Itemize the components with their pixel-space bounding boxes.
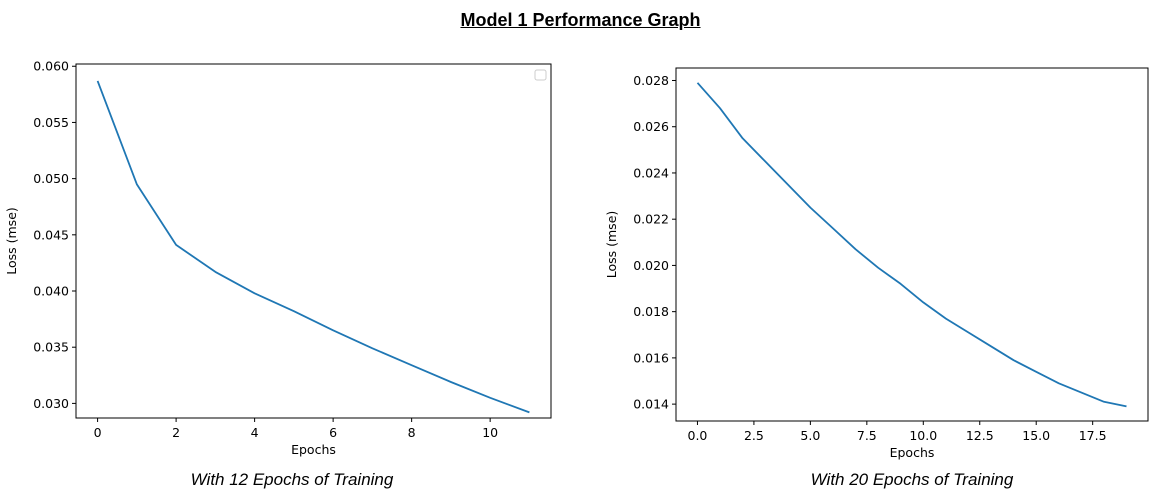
- x-tick-label: 0: [94, 425, 102, 440]
- x-tick-label: 2: [172, 425, 180, 440]
- y-tick-label: 0.022: [633, 212, 669, 227]
- x-tick-label: 8: [408, 425, 416, 440]
- y-tick-label: 0.030: [33, 396, 69, 411]
- legend-box: [534, 69, 547, 81]
- plot-frame-2: [675, 67, 1149, 422]
- y-tick-label: 0.060: [33, 59, 69, 74]
- plot-frame-1: [75, 63, 552, 419]
- y-tick-label: 0.028: [633, 73, 669, 88]
- x-tick-label: 5.0: [800, 428, 820, 443]
- x-tick-label: 0.0: [688, 428, 708, 443]
- x-tick-label: 7.5: [857, 428, 877, 443]
- series-line-1: [96, 80, 530, 414]
- page-title: Model 1 Performance Graph: [460, 10, 701, 30]
- x-tick-label: 12.5: [966, 428, 994, 443]
- y-tick-label: 0.018: [633, 304, 669, 319]
- y-tick-label: 0.016: [633, 350, 669, 365]
- y-tick-label: 0.035: [33, 340, 69, 355]
- y-tick-label: 0.045: [33, 227, 69, 242]
- y-tick-label: 0.026: [633, 119, 669, 134]
- series-line-2: [696, 82, 1127, 408]
- chart-caption-1: With 12 Epochs of Training: [190, 470, 394, 489]
- y-tick-label: 0.040: [33, 284, 69, 299]
- x-tick-label: 4: [251, 425, 259, 440]
- y-tick-label: 0.055: [33, 115, 69, 130]
- x-tick-label: 10: [482, 425, 498, 440]
- y-axis-label-1: Loss (mse): [4, 207, 19, 275]
- x-tick-label: 10.0: [909, 428, 937, 443]
- x-tick-label: 15.0: [1022, 428, 1050, 443]
- y-tick-label: 0.050: [33, 171, 69, 186]
- chart-caption-2: With 20 Epochs of Training: [810, 470, 1014, 489]
- x-tick-label: 6: [329, 425, 337, 440]
- x-axis-label-1: Epochs: [291, 442, 336, 457]
- y-tick-label: 0.014: [633, 397, 669, 412]
- y-tick-label: 0.024: [633, 165, 669, 180]
- y-axis-label-2: Loss (mse): [604, 211, 619, 279]
- y-tick-label: 0.020: [633, 258, 669, 273]
- x-tick-label: 17.5: [1079, 428, 1107, 443]
- x-tick-label: 2.5: [744, 428, 764, 443]
- x-axis-label-2: Epochs: [890, 445, 935, 460]
